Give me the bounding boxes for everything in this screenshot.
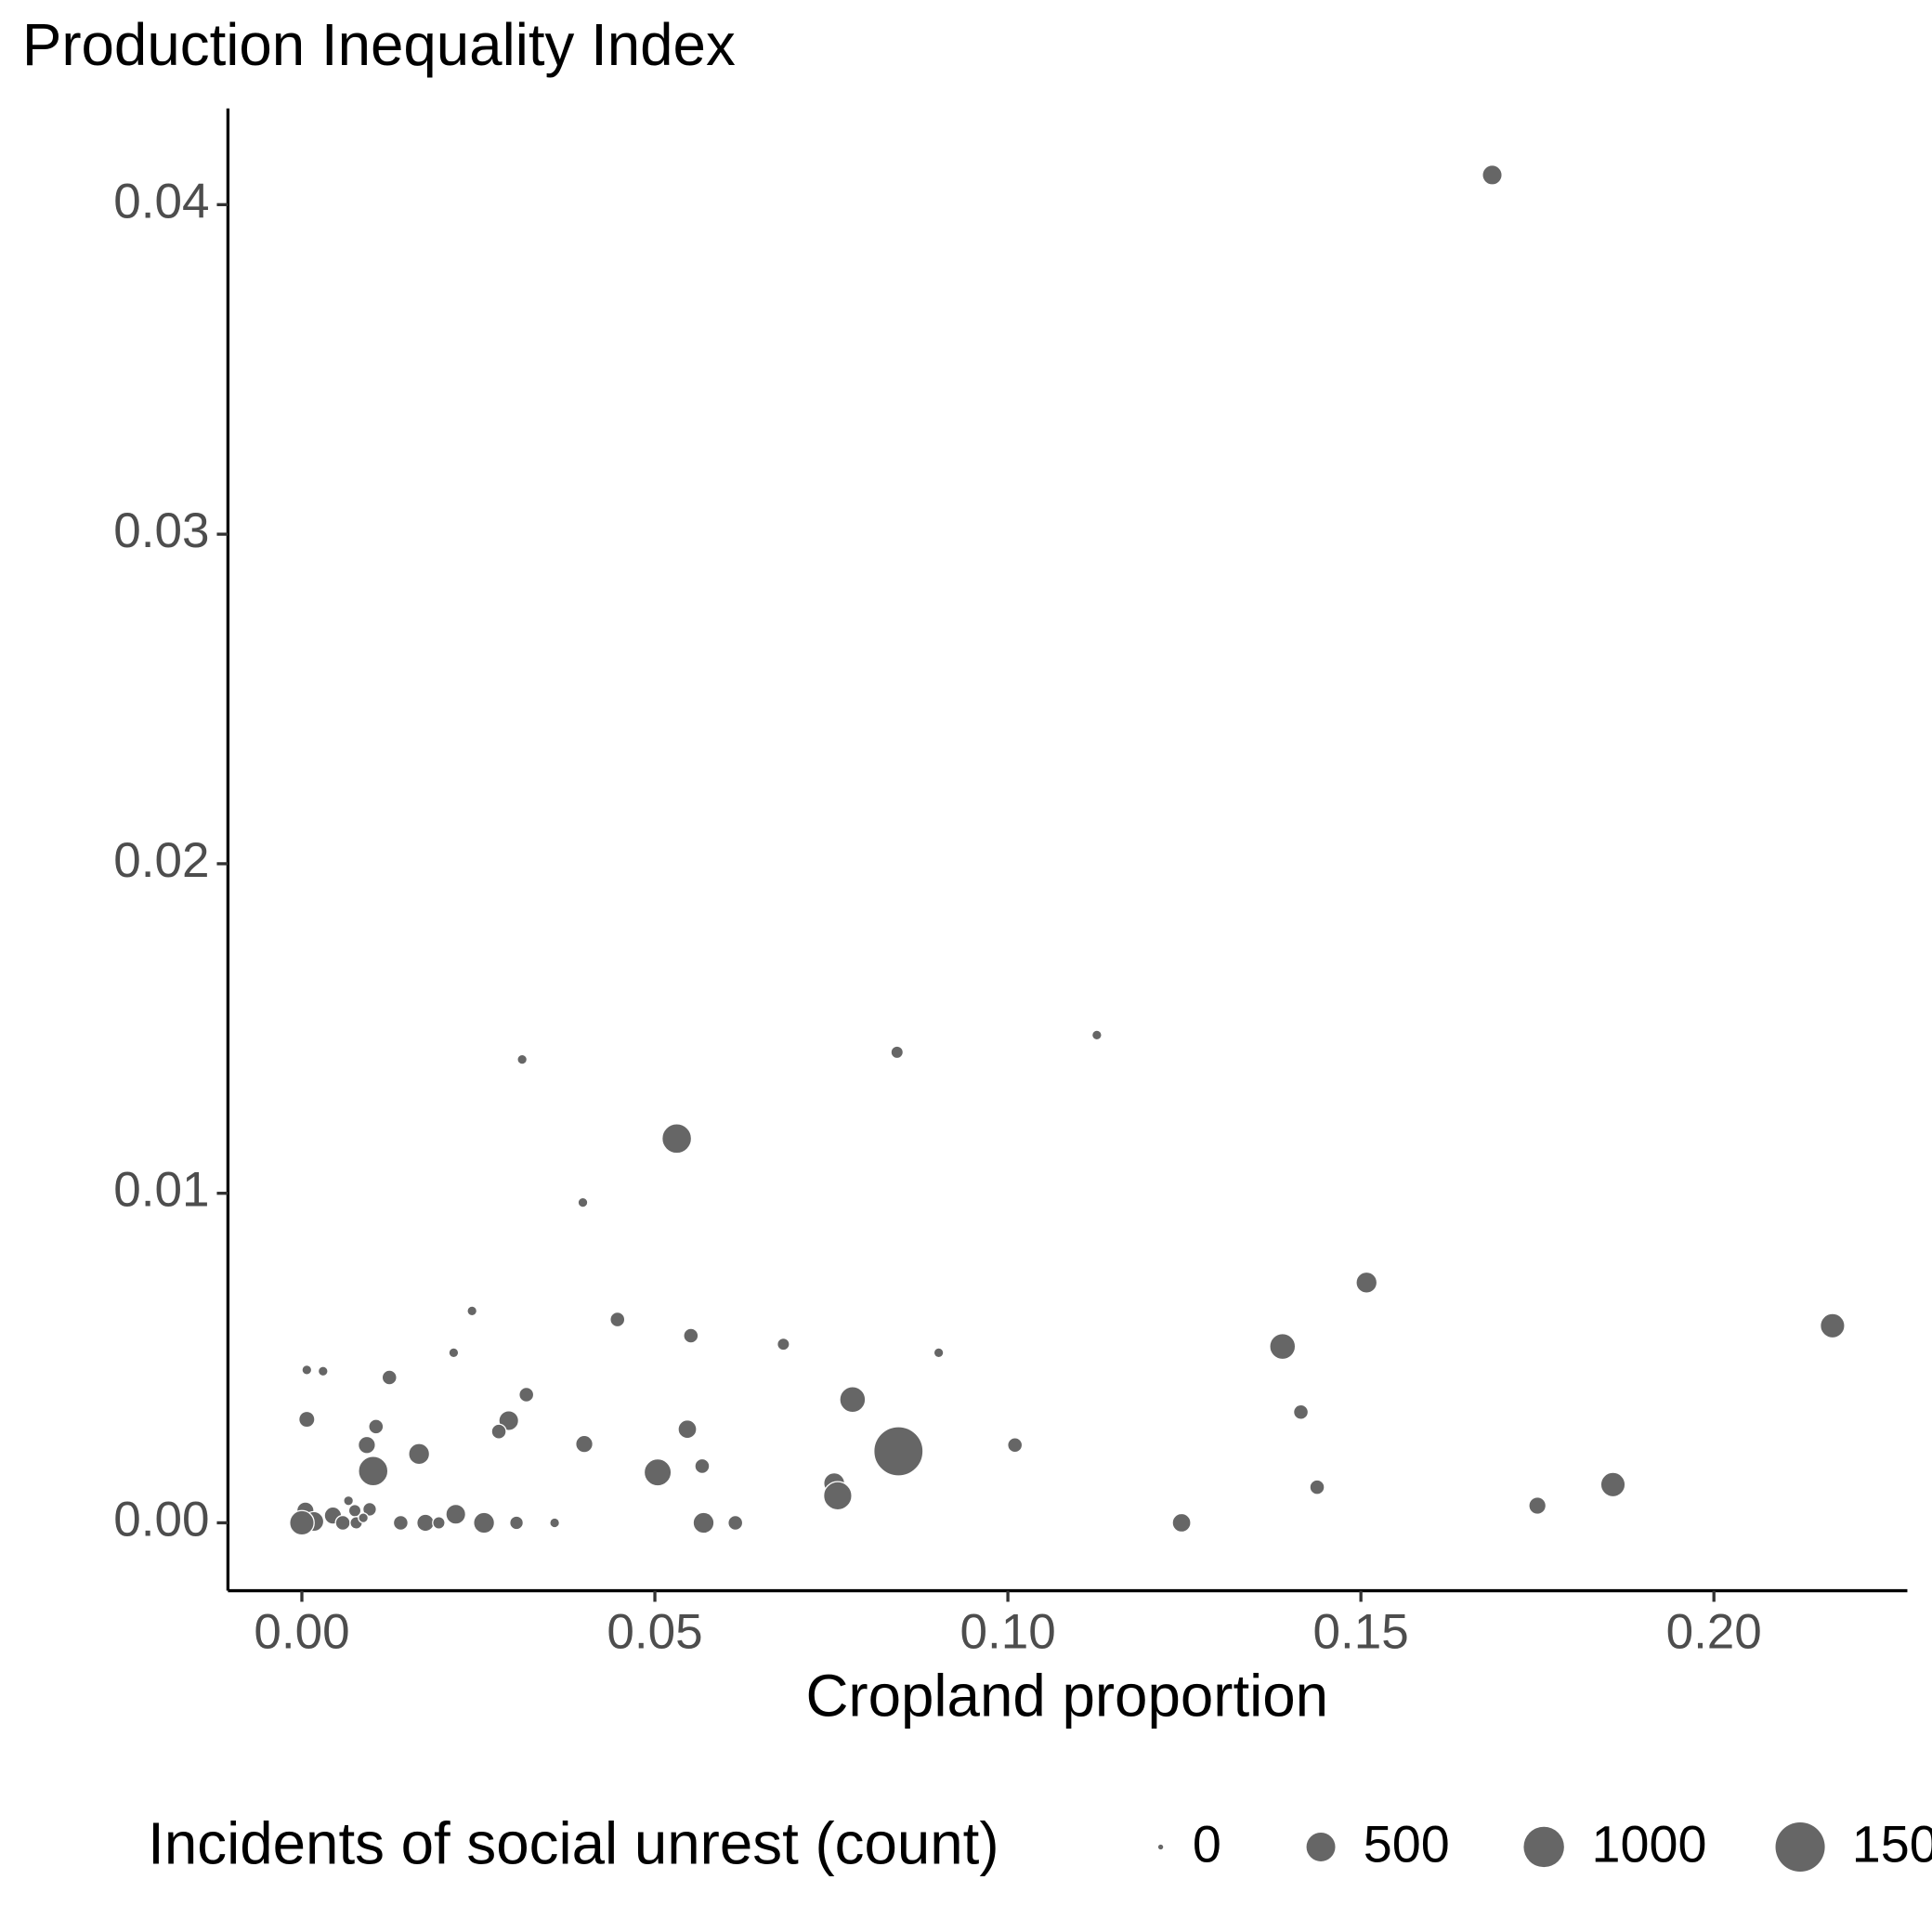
point [677, 1419, 698, 1440]
x-axis-label: Cropland proportion [805, 1663, 1328, 1729]
point [358, 1512, 370, 1524]
point [1090, 1029, 1103, 1041]
point [694, 1457, 711, 1475]
point [317, 1365, 329, 1377]
point [839, 1386, 867, 1414]
legend-label: 1000 [1592, 1816, 1707, 1873]
point [298, 1410, 316, 1429]
y-tick-label: 0.01 [113, 1163, 209, 1218]
point [289, 1509, 315, 1536]
point [445, 1503, 467, 1525]
point [448, 1347, 460, 1359]
point [1292, 1403, 1310, 1420]
point [432, 1516, 446, 1530]
point [416, 1513, 435, 1533]
point [466, 1305, 478, 1317]
point [661, 1123, 693, 1155]
point [334, 1514, 351, 1532]
point [1820, 1312, 1846, 1339]
point [408, 1442, 431, 1466]
x-tick-label: 0.20 [1666, 1604, 1762, 1659]
point [777, 1337, 790, 1351]
legend-title: Incidents of social unrest (count) [148, 1811, 999, 1877]
point [361, 1501, 377, 1517]
point [609, 1311, 626, 1328]
point [473, 1511, 496, 1534]
point [516, 1053, 529, 1065]
point [509, 1515, 525, 1531]
x-tick-label: 0.10 [959, 1604, 1055, 1659]
x-tick-label: 0.15 [1313, 1604, 1409, 1659]
point [727, 1514, 744, 1532]
legend-label: 500 [1364, 1816, 1450, 1873]
point [1482, 164, 1503, 186]
point [1171, 1512, 1192, 1534]
point [890, 1045, 905, 1060]
point [368, 1418, 385, 1435]
point [1309, 1479, 1325, 1495]
point [357, 1435, 376, 1455]
y-tick-label: 0.04 [113, 174, 209, 228]
point [1528, 1496, 1547, 1515]
point [301, 1364, 313, 1376]
point [683, 1327, 699, 1344]
point [549, 1517, 561, 1529]
legend-key [1775, 1821, 1825, 1872]
y-tick-label: 0.03 [113, 503, 209, 558]
x-tick-label: 0.00 [254, 1604, 349, 1659]
point [575, 1434, 594, 1454]
point [518, 1386, 535, 1403]
point [1269, 1333, 1297, 1361]
legend-key [1523, 1826, 1564, 1868]
legend-label: 0 [1193, 1816, 1221, 1873]
point [392, 1514, 409, 1532]
point [490, 1423, 507, 1440]
point [343, 1495, 355, 1507]
y-tick-label: 0.00 [113, 1492, 209, 1547]
point [873, 1426, 924, 1477]
x-tick-label: 0.05 [607, 1604, 702, 1659]
point [577, 1196, 589, 1208]
chart-title: Production Inequality Index [22, 12, 736, 78]
legend-label: 1500 [1852, 1816, 1932, 1873]
point [1355, 1271, 1378, 1294]
point [1599, 1471, 1626, 1498]
y-tick-label: 0.02 [113, 833, 209, 888]
point [933, 1347, 945, 1359]
point [1007, 1437, 1024, 1454]
legend-key [1306, 1832, 1336, 1861]
point [643, 1457, 672, 1487]
point [358, 1456, 389, 1487]
point [692, 1511, 715, 1534]
point [381, 1369, 398, 1386]
legend-key [1157, 1844, 1164, 1850]
point [823, 1481, 853, 1511]
